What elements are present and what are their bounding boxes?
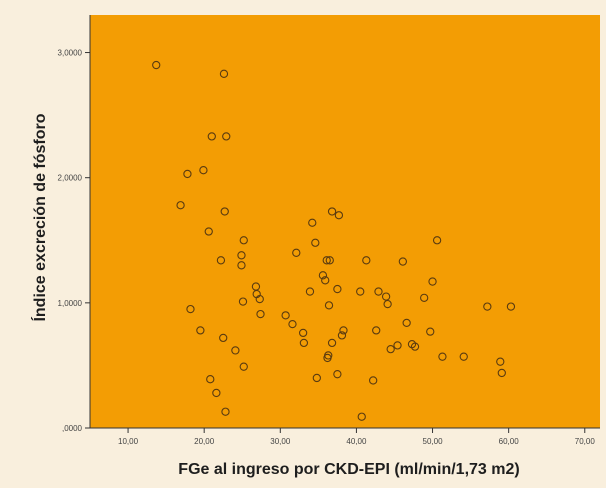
y-axis-title: Índice excreción de fósforo: [30, 113, 49, 321]
y-tick-label: 3,0000: [58, 49, 83, 58]
data-point: [506, 302, 516, 311]
data-point: [239, 236, 248, 245]
data-point: [176, 201, 185, 210]
data-point: [321, 276, 330, 285]
data-point: [420, 293, 429, 302]
data-point: [374, 287, 383, 296]
data-point: [199, 166, 208, 175]
x-tick-label: 70,00: [575, 437, 596, 446]
data-point: [308, 218, 317, 227]
data-point: [256, 309, 265, 319]
data-point: [357, 412, 366, 421]
data-point: [362, 256, 371, 265]
data-point: [204, 227, 213, 236]
data-point: [183, 169, 192, 179]
data-point: [369, 376, 378, 385]
data-point: [333, 370, 342, 379]
data-point: [496, 357, 505, 366]
plot-area: [90, 15, 600, 428]
data-point: [339, 326, 348, 335]
x-tick-label: 40,00: [346, 437, 367, 446]
data-point: [426, 327, 435, 336]
x-tick-label: 10,00: [118, 437, 139, 446]
data-point: [386, 345, 395, 354]
y-tick-label: 1,0000: [58, 299, 83, 308]
data-point: [327, 207, 337, 216]
x-tick-label: 20,00: [194, 437, 215, 446]
y-tick-label: 2,0000: [58, 174, 83, 183]
data-point: [231, 346, 240, 355]
data-point: [381, 292, 391, 301]
data-point: [237, 251, 246, 260]
data-point: [292, 248, 301, 257]
data-point: [305, 287, 315, 296]
data-point: [325, 256, 334, 265]
data-point: [398, 257, 408, 266]
data-point: [220, 207, 229, 216]
data-point: [238, 297, 248, 306]
data-point: [497, 368, 506, 378]
data-point: [152, 60, 161, 70]
data-point: [372, 326, 381, 335]
data-point: [327, 338, 337, 348]
y-tick-label: ,0000: [62, 424, 83, 433]
data-point: [206, 375, 215, 384]
data-point: [298, 328, 308, 338]
x-tick-label: 30,00: [270, 437, 291, 446]
data-point: [322, 256, 331, 265]
data-point: [311, 238, 320, 247]
data-point: [438, 352, 447, 361]
data-point: [221, 407, 230, 416]
data-point: [402, 318, 411, 328]
data-point: [212, 388, 221, 398]
data-point: [312, 373, 321, 383]
data-point: [428, 277, 437, 286]
data-point: [219, 69, 229, 78]
data-point: [239, 362, 248, 371]
data-point: [237, 261, 246, 270]
data-point: [393, 341, 402, 350]
data-point: [383, 299, 392, 309]
data-point: [186, 304, 195, 314]
data-point: [333, 284, 342, 294]
x-axis-title: FGe al ingreso por CKD-EPI (ml/min/1,73 …: [178, 461, 519, 478]
data-point: [196, 326, 205, 335]
x-tick-label: 60,00: [499, 437, 520, 446]
data-point: [410, 342, 420, 351]
data-point: [281, 311, 290, 320]
data-point: [337, 331, 347, 340]
data-point: [324, 301, 334, 310]
data-point: [219, 333, 228, 343]
data-point: [318, 271, 328, 280]
data-point: [432, 236, 442, 245]
data-point: [299, 338, 309, 348]
data-point: [356, 287, 365, 296]
data-point: [459, 352, 468, 361]
x-tick-label: 50,00: [423, 437, 444, 446]
data-point: [483, 302, 492, 311]
data-point: [216, 256, 226, 265]
data-point: [288, 319, 297, 329]
data-point: [255, 294, 264, 304]
data-point: [323, 353, 332, 363]
data-point: [222, 132, 231, 141]
data-point: [334, 211, 344, 220]
data-point: [207, 132, 216, 141]
